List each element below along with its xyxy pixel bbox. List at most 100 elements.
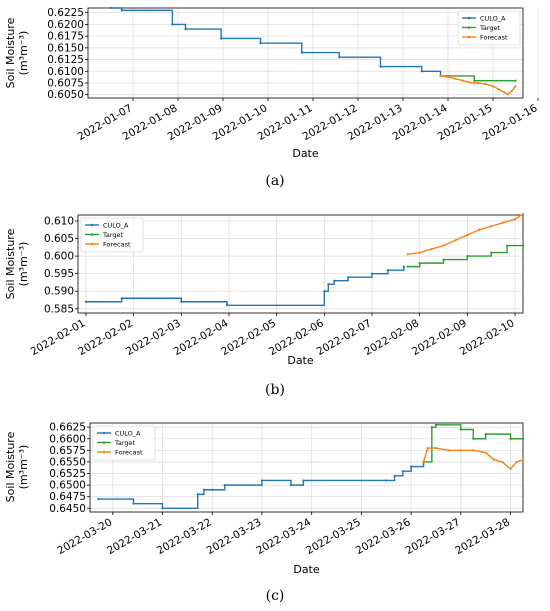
data-point bbox=[466, 233, 469, 237]
legend-marker bbox=[90, 233, 94, 236]
data-point bbox=[501, 460, 504, 464]
data-point bbox=[439, 74, 442, 78]
data-point bbox=[379, 65, 382, 68]
y-tick-label: 0.6625 bbox=[49, 422, 86, 434]
legend-marker bbox=[467, 16, 471, 20]
legend-label: CULO_A bbox=[103, 221, 129, 229]
data-point bbox=[347, 276, 350, 279]
data-point bbox=[509, 437, 512, 440]
x-axis-title: Date bbox=[293, 563, 320, 576]
series-line-forecast bbox=[422, 447, 524, 470]
y-axis-title: Soil Moisture bbox=[4, 17, 17, 88]
data-point bbox=[202, 488, 206, 491]
data-point bbox=[420, 70, 423, 73]
y-tick-label: 0.6475 bbox=[49, 491, 86, 503]
data-point bbox=[442, 258, 445, 261]
data-point bbox=[120, 297, 123, 300]
x-tick-label: 2022-03-28 bbox=[453, 516, 512, 557]
data-point bbox=[300, 51, 303, 54]
data-point bbox=[521, 458, 525, 461]
data-point bbox=[180, 300, 183, 303]
data-point bbox=[430, 247, 433, 251]
y-axis-units: (m³m⁻³) bbox=[17, 445, 30, 490]
data-point bbox=[418, 262, 421, 265]
data-point bbox=[422, 460, 425, 464]
data-point bbox=[406, 253, 409, 256]
data-point bbox=[401, 470, 404, 473]
data-point bbox=[478, 228, 481, 231]
y-tick-label: 0.6100 bbox=[47, 66, 84, 78]
data-point bbox=[490, 225, 493, 228]
legend-marker bbox=[90, 223, 94, 227]
x-tick-label: 2022-03-23 bbox=[205, 516, 264, 557]
data-point bbox=[393, 474, 396, 477]
data-point bbox=[327, 283, 330, 286]
data-point bbox=[459, 449, 462, 452]
data-point bbox=[434, 423, 438, 426]
data-point bbox=[418, 251, 421, 254]
data-point bbox=[402, 265, 405, 268]
y-tick-label: 0.6175 bbox=[47, 31, 84, 43]
data-point bbox=[289, 484, 293, 487]
data-point bbox=[259, 42, 262, 45]
y-tick-label: 0.610 bbox=[44, 215, 74, 227]
y-tick-label: 0.6550 bbox=[49, 456, 86, 468]
data-point bbox=[333, 279, 336, 282]
y-tick-label: 0.595 bbox=[44, 268, 74, 280]
data-point bbox=[515, 460, 518, 464]
data-point bbox=[447, 449, 450, 452]
x-tick-label: 2022-03-20 bbox=[55, 516, 114, 557]
data-point bbox=[386, 269, 390, 272]
y-axis-units: (m³m⁻³) bbox=[17, 31, 30, 76]
x-tick-label: 2022-03-26 bbox=[354, 516, 413, 557]
data-point bbox=[430, 426, 433, 429]
y-tick-label: 0.6525 bbox=[49, 468, 86, 480]
data-point bbox=[171, 23, 174, 26]
data-point bbox=[472, 449, 475, 452]
panel-label: (c) bbox=[266, 588, 285, 604]
data-point bbox=[484, 82, 487, 86]
data-point bbox=[473, 79, 476, 82]
data-point bbox=[370, 272, 374, 275]
y-axis-units: (m³m⁻³) bbox=[17, 242, 30, 287]
data-point bbox=[506, 93, 510, 96]
series-line-target bbox=[423, 424, 523, 463]
legend-label: Target bbox=[479, 24, 501, 32]
y-tick-label: 0.600 bbox=[44, 251, 74, 263]
legend-label: Forecast bbox=[115, 448, 143, 456]
y-tick-label: 0.6225 bbox=[47, 7, 84, 19]
data-point bbox=[521, 212, 525, 216]
y-tick-label: 0.6075 bbox=[47, 78, 84, 90]
data-point bbox=[406, 265, 409, 268]
data-point bbox=[446, 75, 450, 79]
data-point bbox=[211, 488, 214, 491]
x-tick-label: 2022-03-25 bbox=[304, 516, 363, 557]
data-point bbox=[109, 6, 112, 10]
legend-marker bbox=[90, 242, 94, 246]
data-point bbox=[426, 446, 429, 450]
y-tick-label: 0.6600 bbox=[49, 433, 86, 445]
data-point bbox=[492, 458, 496, 461]
data-point bbox=[120, 9, 123, 12]
legend-label: Forecast bbox=[103, 240, 131, 248]
data-point bbox=[490, 251, 493, 254]
x-tick-label: 2022-03-22 bbox=[155, 516, 214, 557]
chart-panel-1: 0.6100.6050.6000.5950.5900.5852022-02-01… bbox=[4, 212, 525, 398]
data-point bbox=[461, 79, 465, 82]
data-point bbox=[514, 85, 517, 88]
legend-label: Forecast bbox=[480, 33, 508, 41]
data-point bbox=[84, 300, 88, 303]
data-point bbox=[442, 244, 445, 247]
data-point bbox=[323, 290, 326, 293]
legend-label: Target bbox=[114, 439, 136, 447]
data-point bbox=[434, 446, 438, 450]
y-tick-label: 0.605 bbox=[44, 233, 74, 245]
data-point bbox=[260, 479, 264, 482]
data-point bbox=[491, 85, 495, 88]
data-point bbox=[502, 221, 505, 224]
y-tick-label: 0.6200 bbox=[47, 19, 84, 31]
chart-panel-2: 0.66250.66000.65750.65500.65250.65000.64… bbox=[4, 422, 525, 604]
